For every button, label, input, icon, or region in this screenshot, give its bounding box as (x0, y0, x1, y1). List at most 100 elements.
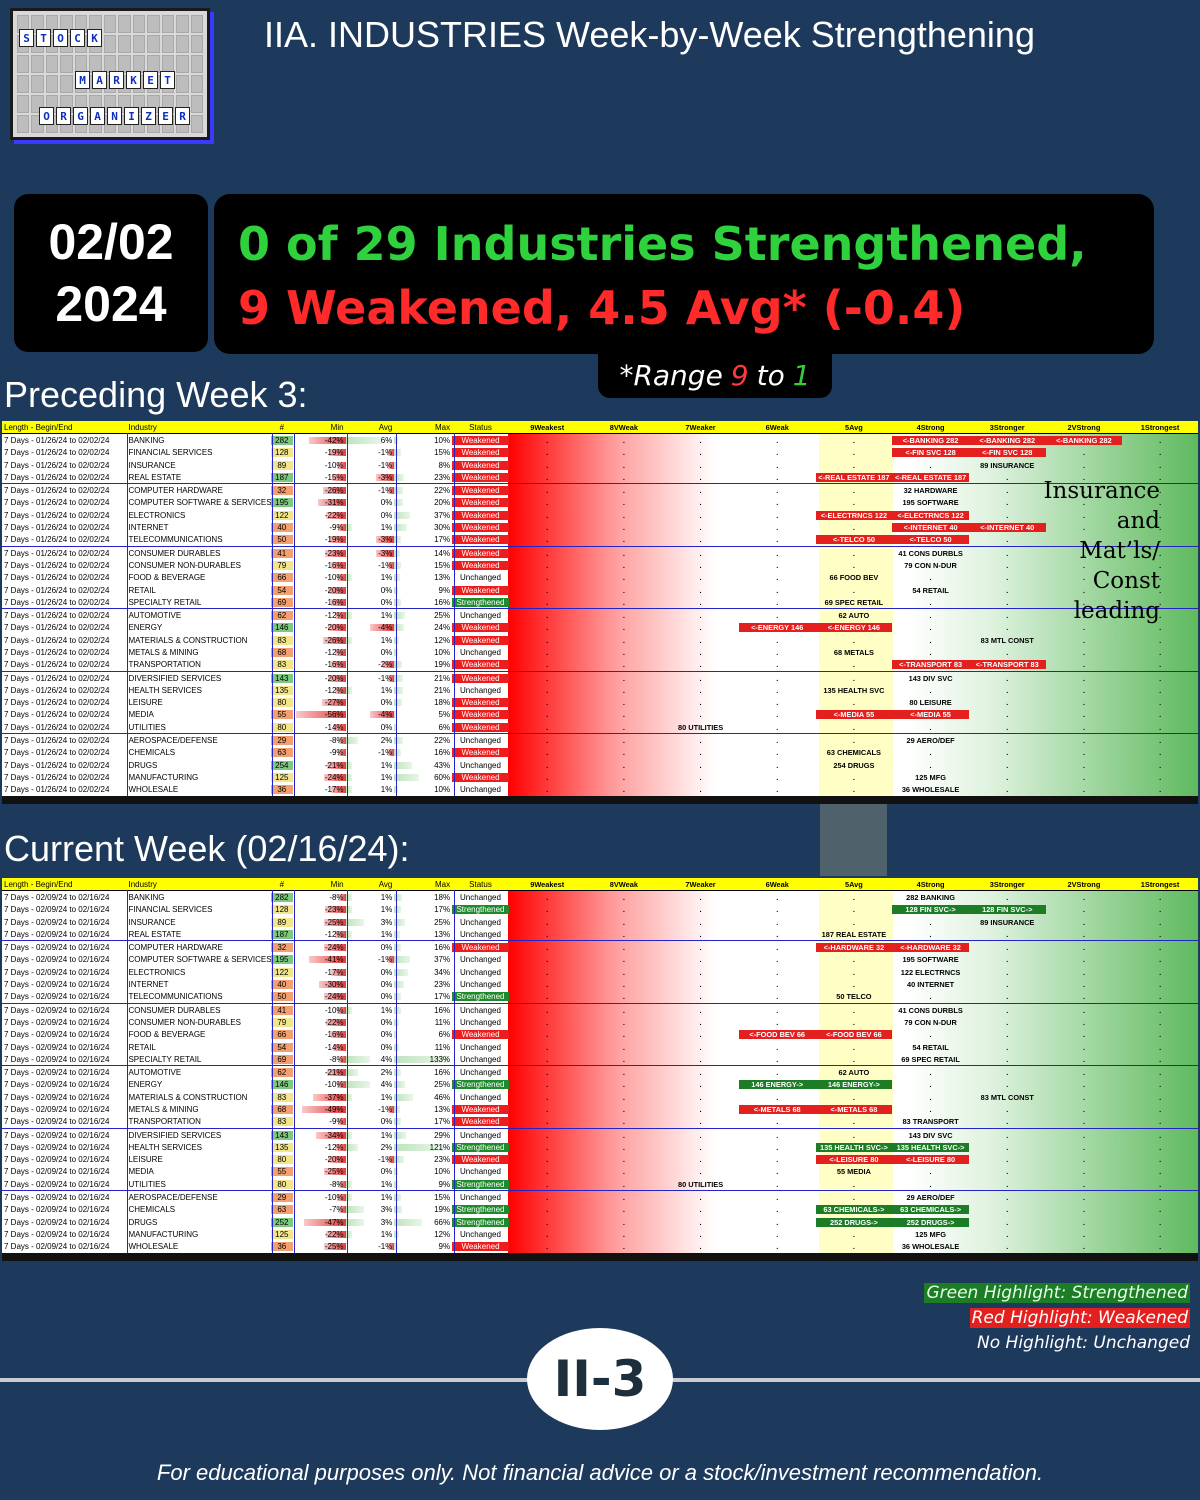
max-cell: 30% (394, 523, 452, 532)
level-8-cell: . (622, 748, 625, 758)
header-cell: 7Weaker (685, 879, 716, 889)
count-cell: 282 (270, 435, 293, 445)
level-3-cell: . (1006, 1017, 1009, 1027)
level-1-cell: . (1159, 1217, 1162, 1227)
max-value: 12% (434, 635, 451, 645)
level-5-cell: . (852, 1017, 855, 1027)
status-cell: Unchanged (460, 1054, 501, 1064)
max-value: 21% (434, 673, 451, 683)
min-value: -20% (324, 623, 344, 633)
level-6-cell: . (776, 523, 779, 533)
level-7-cell: . (699, 560, 702, 570)
header-cell: 1Strongest (1140, 422, 1180, 432)
level-3-cell: 128 FIN SVC-> (968, 905, 1046, 915)
max-data-bar (394, 473, 404, 481)
min-value: -30% (324, 980, 344, 990)
min-data-bar (336, 1081, 346, 1089)
max-data-bar (394, 499, 403, 507)
industry-cell: CHEMICALS (128, 1205, 176, 1215)
level-3-cell: . (1006, 1042, 1009, 1052)
avg-value: 0% (380, 597, 393, 607)
industry-cell: REAL ESTATE (128, 472, 182, 482)
period-cell: 7 Days - 02/09/24 to 02/16/24 (4, 1229, 110, 1239)
avg-cell: 0% (346, 968, 395, 977)
max-value: 10% (434, 647, 451, 657)
min-value: -26% (324, 486, 344, 496)
avg-value: 0% (380, 1042, 393, 1052)
annotation-line: Mat’ls/ (1079, 538, 1160, 564)
industry-cell: FOOD & BEVERAGE (128, 573, 206, 583)
level-7-cell: . (699, 1030, 702, 1040)
level-7-cell: . (699, 1242, 702, 1252)
min-cell: -56% (293, 710, 346, 719)
level-5-cell: 135 HEALTH SVC-> (815, 1142, 893, 1152)
min-data-bar (335, 648, 346, 656)
level-9-cell: . (546, 1080, 549, 1090)
min-value: -23% (324, 905, 344, 915)
count-cell: 83 (270, 1092, 293, 1102)
industry-cell: DIVERSIFIED SERVICES (128, 1130, 222, 1140)
min-value: -19% (324, 448, 344, 458)
avg-data-bar (345, 930, 352, 938)
min-data-bar (323, 1168, 346, 1176)
max-data-bar (394, 1055, 450, 1063)
level-7-cell: . (699, 460, 702, 470)
level-4-cell: 195 SOFTWARE (902, 955, 959, 965)
level-8-cell: . (622, 1017, 625, 1027)
level-1-cell: . (1159, 1179, 1162, 1189)
logo-tile (176, 15, 189, 33)
avg-value: -1% (378, 448, 393, 458)
industry-cell: ENERGY (128, 1080, 163, 1090)
status-cell: Weakened (452, 486, 509, 496)
logo-tile (45, 55, 59, 73)
table-row: 7 Days - 01/26/24 to 02/02/24 INTERNET 40 -… (2, 521, 1198, 533)
min-data-bar (332, 473, 346, 481)
min-value: -10% (324, 1005, 344, 1015)
level-3-cell: . (1006, 748, 1009, 758)
max-value: 66% (434, 1217, 451, 1227)
section-label-current: Current Week (02/16/24): (4, 828, 410, 869)
max-value: 13% (434, 573, 451, 583)
min-value: -21% (324, 1068, 344, 1078)
avg-value: 1% (380, 685, 393, 695)
logo-tile (190, 55, 203, 73)
min-data-bar (308, 436, 346, 444)
table-row: 7 Days - 01/26/24 to 02/02/24 FOOD & BEVE… (2, 572, 1198, 584)
level-4-cell: . (929, 917, 932, 927)
avg-data-bar (388, 561, 395, 569)
table-row: 7 Days - 02/09/24 to 02/16/24 REAL ESTATE… (2, 928, 1198, 940)
level-6-cell: . (776, 611, 779, 621)
avg-cell: 6% (345, 436, 395, 445)
max-value: 17% (434, 535, 451, 545)
level-7-cell: . (699, 523, 702, 533)
level-1-cell: . (1159, 647, 1162, 657)
level-9-cell: . (546, 736, 549, 746)
avg-cell: 0% (346, 648, 395, 657)
level-4-cell: 125 MFG (915, 1229, 946, 1239)
level-6-cell: . (776, 722, 779, 732)
max-cell: 16% (394, 598, 452, 607)
avg-cell: 0% (346, 1043, 395, 1052)
status-cell: Weakened (452, 1030, 509, 1040)
level-5-cell: . (852, 448, 855, 458)
min-cell: -23% (293, 549, 346, 558)
status-cell: Unchanged (460, 929, 501, 939)
max-data-bar (394, 487, 404, 495)
min-data-bar (335, 930, 346, 938)
level-9-cell: . (546, 448, 549, 458)
level-5-cell: 63 CHEMICALS (826, 748, 881, 758)
level-5-cell: 254 DRUGS (833, 760, 875, 770)
status-cell: Unchanged (460, 611, 501, 621)
avg-cell: 0% (346, 1167, 395, 1176)
min-value: -34% (324, 1130, 344, 1140)
level-4-cell: <-TELCO 50 (892, 535, 969, 545)
level-1-cell: . (1159, 992, 1162, 1002)
range-mid: to (756, 358, 785, 392)
avg-cell: -4% (346, 623, 395, 632)
header-cell: 6Weak (765, 422, 789, 432)
level-9-cell: . (546, 560, 549, 570)
level-9-cell: . (546, 1179, 549, 1189)
period-cell: 7 Days - 02/09/24 to 02/16/24 (4, 1242, 110, 1252)
header-cell: 5Avg (844, 422, 863, 432)
header-cell: Avg (378, 879, 393, 889)
